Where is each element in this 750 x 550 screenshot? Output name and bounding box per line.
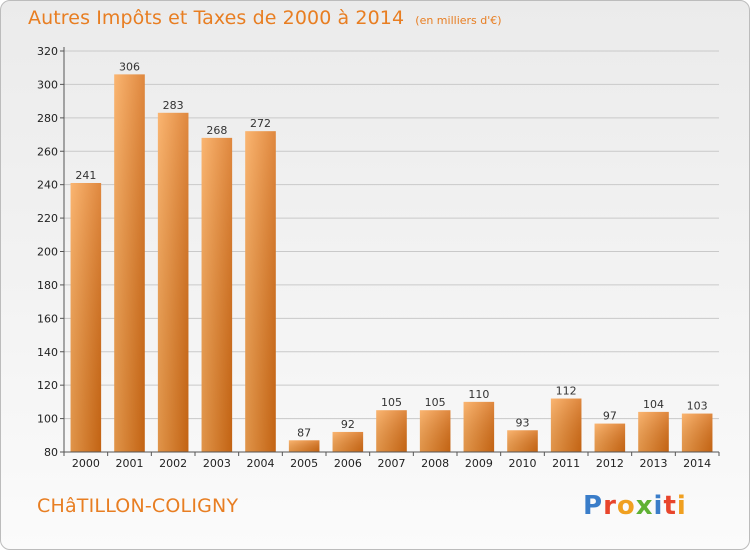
y-tick-label: 300 — [37, 78, 58, 91]
chart-title: Autres Impôts et Taxes de 2000 à 2014 — [28, 7, 405, 29]
x-tick-label: 2005 — [290, 457, 318, 470]
logo-letter: t — [663, 491, 677, 521]
y-tick-label: 140 — [37, 346, 58, 359]
bar-shading — [594, 423, 626, 452]
x-tick-label: 2001 — [116, 457, 144, 470]
logo-letter: x — [635, 491, 654, 521]
data-label: 241 — [75, 169, 96, 182]
x-tick-label: 2002 — [159, 457, 187, 470]
x-tick-label: 2004 — [247, 457, 275, 470]
y-tick-label: 80 — [44, 446, 58, 459]
bar-shading — [638, 411, 669, 452]
x-tick-label: 2010 — [509, 457, 537, 470]
logo-letter: P — [583, 491, 604, 521]
x-tick-label: 2007 — [378, 457, 406, 470]
bars: 241 306 283 268 272 87 92 105 105 110 93 112 97 104 10… — [70, 60, 713, 453]
data-label: 283 — [163, 99, 184, 112]
bar-shading — [376, 410, 407, 452]
data-label: 104 — [643, 398, 664, 411]
y-tick-label: 280 — [37, 112, 58, 125]
y-tick-label: 260 — [37, 145, 58, 158]
bar-shading — [507, 430, 538, 452]
x-tick-label: 2003 — [203, 457, 231, 470]
x-tick-label: 2009 — [465, 457, 493, 470]
y-axis-ticks: 80 100 120 140 160 180 200 220 240 260 280 300 320 — [37, 45, 64, 459]
bar-shading — [114, 74, 145, 453]
y-tick-label: 240 — [37, 179, 58, 192]
chart-subtitle: (en milliers d'€) — [415, 14, 502, 27]
logo-letter: i — [676, 491, 687, 521]
data-label: 272 — [250, 117, 271, 130]
x-tick-label: 2008 — [421, 457, 449, 470]
x-tick-label: 2014 — [683, 457, 711, 470]
data-label: 110 — [468, 388, 489, 401]
y-tick-label: 120 — [37, 379, 58, 392]
data-label: 268 — [206, 124, 227, 137]
axes — [63, 47, 719, 453]
x-tick-label: 2013 — [640, 457, 668, 470]
bar-shading — [157, 112, 189, 452]
data-label: 93 — [516, 416, 530, 429]
bar-shading — [288, 440, 320, 452]
bar-shading — [70, 182, 102, 452]
data-label: 306 — [119, 60, 140, 73]
data-label: 112 — [556, 385, 577, 398]
chart-title-row: Autres Impôts et Taxes de 2000 à 2014 (e… — [28, 7, 502, 29]
y-tick-label: 220 — [37, 212, 58, 225]
data-label: 105 — [381, 396, 402, 409]
bar-shading — [681, 413, 713, 452]
x-tick-label: 2000 — [72, 457, 100, 470]
x-tick-label: 2012 — [596, 457, 624, 470]
proxiti-logo: Proxiti — [583, 491, 687, 521]
bar-shading — [332, 431, 364, 452]
x-tick-label: 2011 — [552, 457, 580, 470]
data-label: 97 — [603, 410, 617, 423]
bar-shading — [419, 410, 451, 452]
x-tick-label: 2006 — [334, 457, 362, 470]
data-label: 87 — [297, 426, 311, 439]
data-label: 92 — [341, 418, 355, 431]
commune-name: CHâTILLON-COLIGNY — [37, 495, 239, 517]
bar-shading — [201, 137, 233, 452]
logo-letter: r — [603, 491, 617, 521]
data-label: 103 — [687, 400, 708, 413]
bar-shading — [245, 131, 276, 452]
bar-shading — [550, 398, 582, 452]
x-axis-ticks: 2000 2001 2002 2003 2004 2005 2006 2007 2008 2009… — [63, 452, 720, 470]
y-tick-label: 160 — [37, 312, 58, 325]
data-label: 105 — [425, 396, 446, 409]
bar-shading — [463, 401, 495, 452]
y-tick-label: 100 — [37, 413, 58, 426]
y-tick-label: 200 — [37, 246, 58, 259]
logo-letter: i — [653, 491, 664, 521]
y-tick-label: 320 — [37, 45, 58, 58]
logo-letter: o — [616, 491, 636, 521]
y-tick-label: 180 — [37, 279, 58, 292]
